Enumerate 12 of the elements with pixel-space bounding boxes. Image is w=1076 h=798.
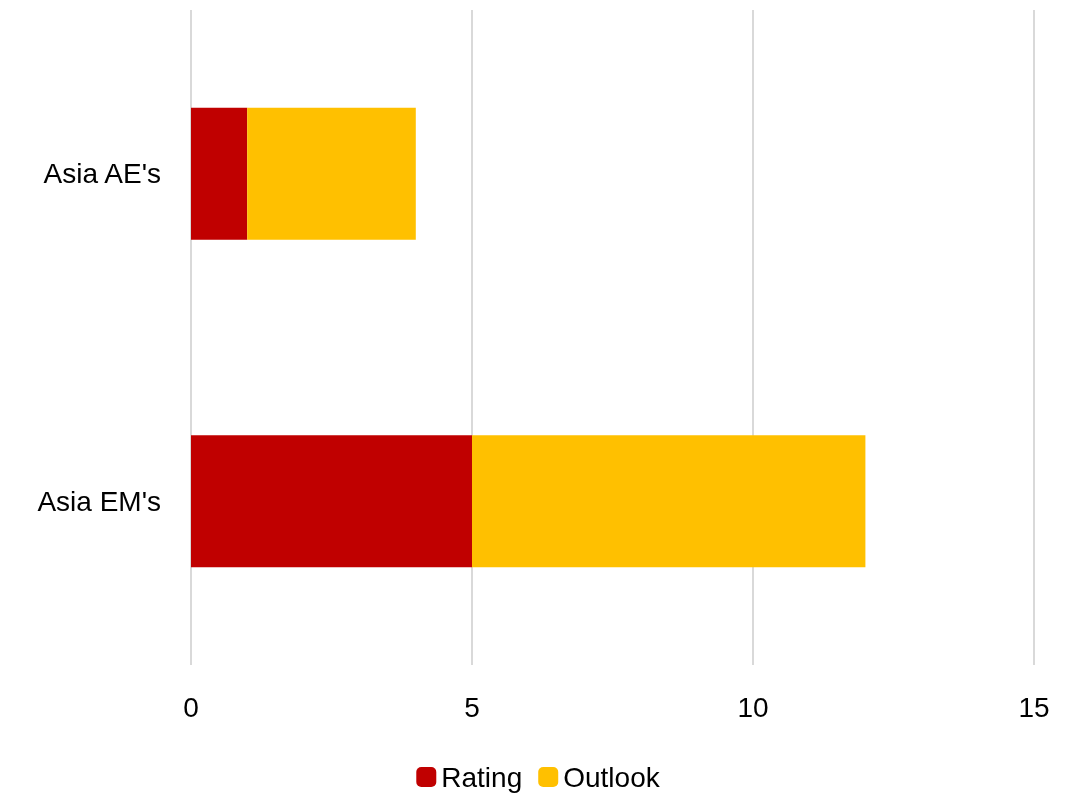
- bar: [472, 435, 866, 568]
- bar: [191, 107, 248, 240]
- bar: [191, 435, 472, 568]
- x-tick-label: 10: [737, 691, 769, 723]
- legend-label: Rating: [441, 761, 523, 793]
- x-tick-label: 0: [183, 691, 199, 723]
- legend-label: Outlook: [563, 761, 661, 793]
- x-tick-label: 15: [1018, 691, 1050, 723]
- x-tick-label: 5: [464, 691, 480, 723]
- y-tick-label: Asia EM's: [37, 485, 161, 517]
- y-tick-label: Asia AE's: [43, 158, 161, 190]
- bar: [247, 107, 416, 240]
